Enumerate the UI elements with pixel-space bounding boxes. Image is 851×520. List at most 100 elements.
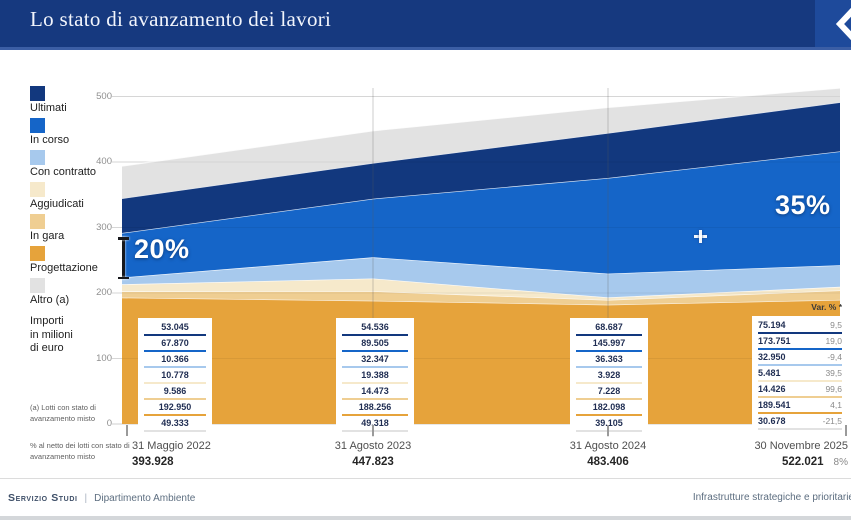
card-row: 10.778 bbox=[144, 369, 206, 384]
legend-label: Ultimati bbox=[30, 102, 67, 114]
card-value: 67.870 bbox=[161, 338, 189, 348]
card-var-percent: 39,5 bbox=[825, 368, 842, 378]
x-axis-label-block: 31 Agosto 2023 447.823 bbox=[303, 440, 443, 468]
card-row: 5.481 39,5 bbox=[758, 367, 842, 382]
card-value: 39.105 bbox=[595, 418, 623, 428]
card-value: 173.751 bbox=[758, 336, 791, 346]
card-row: 75.194 9,5 bbox=[758, 319, 842, 334]
card-row: 145.997 bbox=[576, 337, 642, 352]
x-axis-date: 31 Maggio 2022 bbox=[132, 440, 211, 452]
legend-label: In corso bbox=[30, 134, 70, 146]
value-card: 68.687 145.997 36.363 3.928 7.228 182.098 39.1… bbox=[570, 318, 648, 434]
x-axis-label-block: 31 Maggio 2022 393.928 bbox=[132, 440, 262, 468]
y-axis-tick: 100 bbox=[96, 352, 112, 364]
footer-left: Servizio Studi | Dipartimento Ambiente bbox=[8, 492, 195, 504]
card-value: 30.678 bbox=[758, 416, 786, 426]
card-var-percent: 9,5 bbox=[830, 320, 842, 330]
unit-note-line: in milioni bbox=[30, 328, 73, 341]
card-value: 182.098 bbox=[592, 402, 626, 412]
legend-label: In gara bbox=[30, 230, 65, 242]
x-axis-total-var: 8% bbox=[833, 457, 848, 468]
card-row: 189.541 4,1 bbox=[758, 399, 842, 414]
bottom-edge-strip bbox=[0, 516, 851, 520]
legend-item: In gara bbox=[30, 214, 98, 246]
card-value: 10.778 bbox=[161, 370, 189, 380]
card-value: 7.228 bbox=[597, 386, 621, 396]
card-row: 30.678 -21,5 bbox=[758, 415, 842, 430]
legend-item: Aggiudicati bbox=[30, 182, 98, 214]
card-value: 14.473 bbox=[361, 386, 389, 396]
value-card: 53.045 67.870 10.366 10.778 9.586 192.950 49.3… bbox=[138, 318, 212, 434]
legend-swatch bbox=[30, 246, 45, 261]
card-row: 49.333 bbox=[144, 417, 206, 432]
x-axis-date: 30 Novembre 2025 bbox=[754, 440, 848, 452]
range-bracket-annotation bbox=[118, 237, 129, 279]
card-value: 49.318 bbox=[361, 418, 389, 428]
var-percent-header: Var. % * bbox=[811, 302, 842, 312]
annotation-right-percent: 35% bbox=[775, 190, 831, 220]
card-row: 54.536 bbox=[342, 321, 408, 336]
card-value: 145.997 bbox=[592, 338, 626, 348]
card-row: 188.256 bbox=[342, 401, 408, 416]
footer-right: Infrastrutture strategiche e prioritarie bbox=[692, 492, 851, 503]
card-value: 32.347 bbox=[361, 354, 389, 364]
legend-swatch bbox=[30, 278, 45, 293]
x-axis-total: 522.021 8% bbox=[781, 456, 848, 468]
card-value: 188.256 bbox=[358, 402, 392, 412]
card-value: 5.481 bbox=[758, 368, 781, 378]
footer-department: Dipartimento Ambiente bbox=[94, 493, 196, 504]
card-value: 3.928 bbox=[597, 370, 621, 380]
legend-item: Ultimati bbox=[30, 86, 98, 118]
card-var-percent: 4,1 bbox=[830, 400, 842, 410]
legend-swatch bbox=[30, 214, 45, 229]
x-axis-label-block: 31 Agosto 2024 483.406 bbox=[538, 440, 678, 468]
legend-item: Altro (a) bbox=[30, 278, 98, 310]
card-row: 36.363 bbox=[576, 353, 642, 368]
card-row: 10.366 bbox=[144, 353, 206, 368]
card-var-percent: 99,6 bbox=[825, 384, 842, 394]
card-row: 182.098 bbox=[576, 401, 642, 416]
x-axis-tick bbox=[845, 425, 847, 436]
stacked-area-chart[interactable] bbox=[112, 88, 840, 437]
card-value: 53.045 bbox=[161, 322, 189, 332]
card-value: 49.333 bbox=[161, 418, 189, 428]
card-value: 68.687 bbox=[595, 322, 623, 332]
card-row: 39.105 bbox=[576, 417, 642, 432]
x-axis-date: 31 Agosto 2024 bbox=[569, 440, 647, 452]
legend: Ultimati In corso Con contratto Aggiudicati… bbox=[30, 86, 98, 310]
footnote-percent: % al netto dei lotti con stato di avanza… bbox=[30, 441, 130, 461]
y-axis-tick: 400 bbox=[96, 156, 112, 167]
card-row: 89.505 bbox=[342, 337, 408, 352]
x-axis-label-block: 30 Novembre 2025 522.021 8% bbox=[700, 440, 848, 468]
legend-label: Altro (a) bbox=[30, 294, 70, 306]
card-value: 19.388 bbox=[361, 370, 389, 380]
x-axis-tick bbox=[126, 425, 128, 436]
crosshair-cursor-icon bbox=[694, 230, 707, 243]
card-row: 68.687 bbox=[576, 321, 642, 336]
footer-separator: | bbox=[84, 493, 88, 504]
legend-swatch bbox=[30, 150, 45, 165]
separator-line bbox=[0, 478, 851, 479]
card-row: 14.473 bbox=[342, 385, 408, 400]
x-axis-total: 393.928 bbox=[132, 456, 174, 468]
unit-note-line: Importi bbox=[30, 315, 64, 327]
card-row: 192.950 bbox=[144, 401, 206, 416]
legend-swatch bbox=[30, 86, 45, 101]
card-row: 49.318 bbox=[342, 417, 408, 432]
legend-swatch bbox=[30, 182, 45, 197]
legend-item: Con contratto bbox=[30, 150, 98, 182]
card-row: 3.928 bbox=[576, 369, 642, 384]
y-axis-unit-note: Importi in milioni di euro bbox=[30, 315, 73, 356]
card-row: 53.045 bbox=[144, 321, 206, 336]
card-var-percent: -21,5 bbox=[822, 416, 842, 426]
legend-label: Progettazione bbox=[30, 262, 98, 274]
legend-label: Con contratto bbox=[30, 166, 97, 178]
card-value: 14.426 bbox=[758, 384, 786, 394]
card-row: 67.870 bbox=[144, 337, 206, 352]
card-row: 14.426 99,6 bbox=[758, 383, 842, 398]
unit-note-line: di euro bbox=[30, 342, 64, 354]
card-value: 10.366 bbox=[161, 354, 189, 364]
card-row: 7.228 bbox=[576, 385, 642, 400]
value-card: 54.536 89.505 32.347 19.388 14.473 188.256 49.… bbox=[336, 318, 414, 434]
